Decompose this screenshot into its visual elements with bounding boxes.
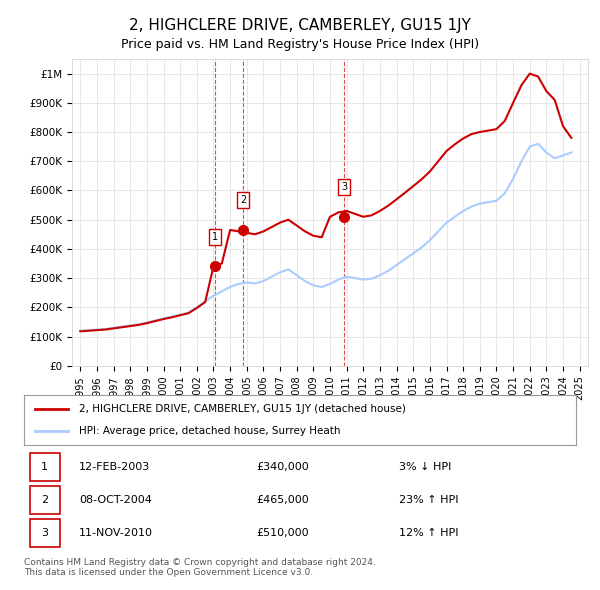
Text: £510,000: £510,000 [256, 527, 308, 537]
Text: 23% ↑ HPI: 23% ↑ HPI [400, 494, 459, 504]
Text: 2, HIGHCLERE DRIVE, CAMBERLEY, GU15 1JY (detached house): 2, HIGHCLERE DRIVE, CAMBERLEY, GU15 1JY … [79, 404, 406, 414]
Text: 2, HIGHCLERE DRIVE, CAMBERLEY, GU15 1JY: 2, HIGHCLERE DRIVE, CAMBERLEY, GU15 1JY [129, 18, 471, 32]
Text: £340,000: £340,000 [256, 463, 308, 473]
Text: 3% ↓ HPI: 3% ↓ HPI [400, 463, 452, 473]
Text: 2: 2 [240, 195, 246, 205]
Text: 2: 2 [41, 494, 48, 504]
Text: 1: 1 [41, 463, 48, 473]
Text: 08-OCT-2004: 08-OCT-2004 [79, 494, 152, 504]
Text: 1: 1 [212, 232, 218, 242]
FancyBboxPatch shape [29, 519, 60, 547]
Text: 3: 3 [341, 182, 347, 192]
Text: Contains HM Land Registry data © Crown copyright and database right 2024.
This d: Contains HM Land Registry data © Crown c… [24, 558, 376, 577]
FancyBboxPatch shape [29, 453, 60, 481]
FancyBboxPatch shape [29, 486, 60, 513]
Text: 3: 3 [41, 527, 48, 537]
Text: Price paid vs. HM Land Registry's House Price Index (HPI): Price paid vs. HM Land Registry's House … [121, 38, 479, 51]
Text: 11-NOV-2010: 11-NOV-2010 [79, 527, 153, 537]
Text: £465,000: £465,000 [256, 494, 308, 504]
Text: 12% ↑ HPI: 12% ↑ HPI [400, 527, 459, 537]
Text: 12-FEB-2003: 12-FEB-2003 [79, 463, 151, 473]
Text: HPI: Average price, detached house, Surrey Heath: HPI: Average price, detached house, Surr… [79, 427, 341, 437]
